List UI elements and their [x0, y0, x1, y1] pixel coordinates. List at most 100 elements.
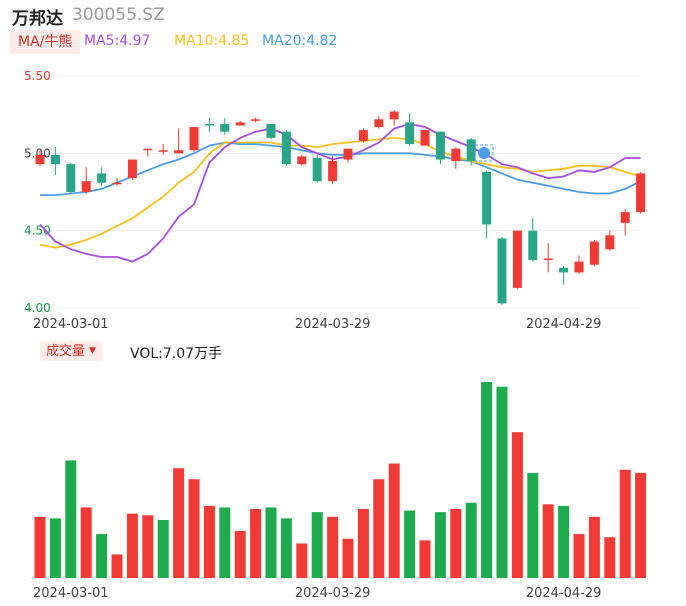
volume-bar — [219, 507, 231, 578]
volume-bar — [619, 469, 631, 578]
x-tick-label: 2024-03-29 — [295, 317, 371, 332]
ma-toggle-button[interactable]: MA/牛熊 — [10, 30, 81, 54]
volume-bar — [542, 504, 554, 578]
candle-body — [605, 235, 615, 250]
volume-bar — [265, 507, 277, 578]
x-tick-label: 2024-03-01 — [33, 586, 109, 601]
x-tick-label: 2024-04-29 — [526, 317, 602, 332]
volume-bar — [327, 516, 339, 578]
volume-bar — [342, 538, 354, 578]
ma-lines — [39, 122, 642, 263]
candle-body — [420, 130, 430, 146]
y-tick-label: 4.50 — [24, 224, 51, 238]
candle-body — [235, 122, 245, 126]
candle-body — [405, 122, 415, 145]
volume-bar — [465, 502, 477, 578]
volume-toggle-button[interactable]: 成交量 ▼ — [40, 341, 102, 361]
candle-body — [312, 157, 322, 182]
volume-bar — [481, 382, 493, 578]
candle-body — [435, 131, 445, 160]
candle-body — [636, 173, 646, 213]
volume-bar — [142, 515, 154, 578]
candle-body — [266, 123, 276, 138]
volume-bar — [588, 516, 600, 578]
candles — [35, 110, 646, 305]
candle-body — [204, 123, 214, 126]
volume-bar — [357, 509, 369, 578]
candle-body — [50, 154, 60, 165]
candle-body — [328, 161, 338, 182]
volume-bar — [34, 516, 46, 578]
ma10-label: MA10:4.85 — [174, 33, 250, 49]
volume-bar — [111, 554, 123, 578]
volume-toggle-label: 成交量 — [46, 344, 86, 359]
candle-body — [543, 258, 553, 261]
chart-header: 万邦达 300055.SZ MA/牛熊 MA5:4.97 MA10:4.85 M… — [0, 0, 686, 60]
volume-bar — [96, 534, 108, 578]
volume-bar — [65, 460, 77, 578]
volume-bar — [373, 479, 385, 578]
candle-body — [589, 241, 599, 265]
ma10-line — [39, 136, 641, 249]
x-tick-label: 2024-03-29 — [295, 586, 371, 601]
candle-body — [112, 182, 122, 185]
candle-body — [189, 127, 199, 151]
candle-body — [574, 261, 584, 273]
candle-body — [220, 123, 230, 132]
candle-body — [343, 148, 353, 160]
volume-bar — [80, 507, 92, 578]
volume-bar — [604, 537, 616, 578]
volume-bar — [496, 386, 508, 578]
volume-bar — [527, 472, 539, 578]
volume-x-axis: 2024-03-01 2024-03-29 2024-04-29 — [33, 586, 601, 601]
volume-bar — [49, 518, 61, 578]
ma20-label: MA20:4.82 — [262, 33, 338, 49]
volume-bar — [434, 512, 446, 578]
marker-frame — [474, 144, 494, 162]
candle-body — [512, 230, 522, 288]
volume-bars — [30, 382, 647, 579]
candle-body — [451, 148, 461, 162]
volume-bar — [250, 509, 262, 578]
volume-bar — [558, 505, 570, 578]
volume-bar — [511, 432, 523, 578]
volume-bar — [173, 468, 185, 578]
candle-body — [297, 156, 307, 165]
volume-bar — [188, 479, 200, 578]
info-marker-icon — [478, 147, 490, 159]
x-tick-label: 2024-03-01 — [33, 317, 109, 332]
volume-bar — [404, 510, 416, 578]
candle-body — [482, 171, 492, 225]
volume-bar — [203, 505, 215, 578]
candle-body — [158, 150, 168, 152]
candle-body — [127, 159, 137, 179]
event-marker[interactable] — [474, 144, 494, 162]
price-x-axis: 2024-03-01 2024-03-29 2024-04-29 — [33, 317, 601, 332]
volume-bar — [388, 463, 400, 578]
candle-body — [143, 148, 153, 151]
candle-body — [620, 212, 630, 223]
volume-bar — [157, 519, 169, 578]
volume-bar — [419, 540, 431, 578]
volume-value-label: VOL:7.07万手 — [130, 346, 223, 362]
candle-body — [358, 130, 368, 141]
candle-body — [389, 111, 399, 120]
candle-body — [374, 119, 384, 128]
x-tick-label: 2024-04-29 — [526, 586, 602, 601]
ma5-line — [39, 122, 641, 263]
candle-body — [559, 267, 569, 273]
volume-bar — [573, 534, 585, 578]
candle-body — [281, 131, 291, 165]
ma20-line — [40, 141, 642, 197]
caret-down-icon: ▼ — [89, 346, 96, 356]
price-grid — [30, 75, 640, 309]
stock-code: 300055.SZ — [72, 5, 165, 25]
y-tick-label: 5.50 — [24, 69, 51, 83]
stock-name: 万邦达 — [12, 9, 63, 29]
candle-body — [66, 164, 76, 192]
volume-bar — [126, 513, 138, 578]
volume-bar — [280, 518, 292, 578]
candle-body — [466, 139, 476, 162]
volume-bar — [311, 512, 323, 578]
